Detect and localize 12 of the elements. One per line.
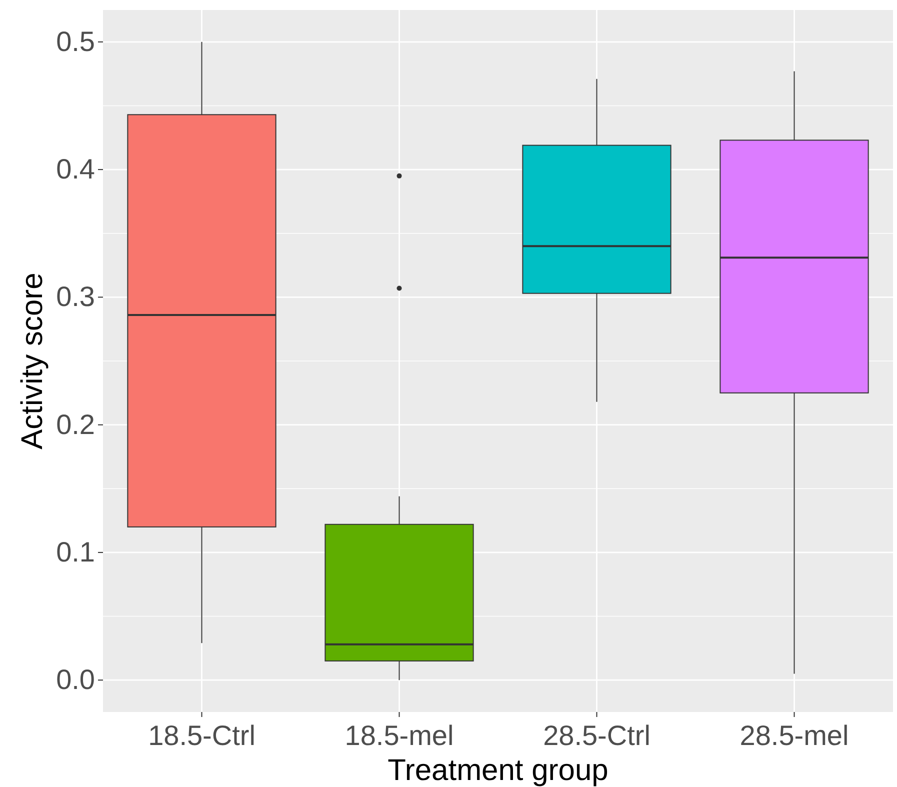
y-tick-label: 0.5 [56, 26, 95, 57]
y-tick-label: 0.0 [56, 664, 95, 696]
y-tick-label: 0.2 [56, 408, 95, 440]
x-tick-label: 18.5-Ctrl [148, 720, 256, 752]
x-tick-label: 28.5-mel [740, 720, 849, 752]
x-tick-label: 18.5-mel [344, 720, 454, 752]
x-axis-title: Treatment group [388, 754, 608, 787]
y-tick-label: 0.3 [56, 281, 95, 312]
y-tick-label: 0.4 [56, 154, 95, 185]
y-axis-title: Activity score [16, 272, 49, 450]
y-tick-label: 0.1 [56, 536, 95, 568]
x-tick-label: 28.5-Ctrl [543, 720, 650, 752]
